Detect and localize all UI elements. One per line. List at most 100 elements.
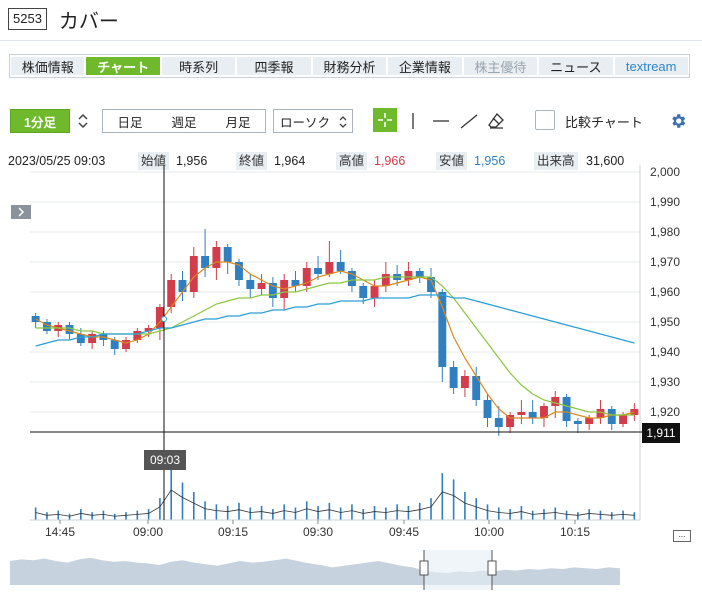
candle bbox=[144, 328, 153, 331]
tab-textream[interactable]: textream bbox=[614, 57, 688, 75]
candle bbox=[528, 412, 537, 418]
candle bbox=[235, 262, 243, 280]
tab-shareholder-benefits[interactable]: 株主優待 bbox=[463, 57, 538, 75]
volume-bar bbox=[238, 502, 240, 520]
crosshair-point bbox=[161, 316, 167, 322]
volume-bar bbox=[294, 507, 297, 520]
x-tick-label: 09:15 bbox=[218, 525, 248, 539]
candle bbox=[65, 325, 74, 334]
candle bbox=[607, 409, 616, 424]
volume-bar bbox=[407, 505, 410, 520]
tab-financial-analysis[interactable]: 財務分析 bbox=[312, 57, 387, 75]
candle bbox=[585, 418, 594, 424]
crosshair-price-label: 1,911 bbox=[646, 426, 675, 440]
tab-bar: 株価情報 チャート 時系列 四季報 財務分析 企業情報 株主優待 ニュース te… bbox=[9, 54, 690, 78]
trend-line-tool-icon[interactable] bbox=[458, 110, 480, 132]
tab-chart[interactable]: チャート bbox=[86, 57, 160, 75]
candle bbox=[291, 280, 300, 286]
candle bbox=[178, 280, 187, 292]
volume-bar bbox=[531, 510, 534, 520]
candle bbox=[257, 283, 266, 289]
tab-shikiho[interactable]: 四季報 bbox=[237, 57, 311, 75]
candle bbox=[359, 286, 368, 298]
candle bbox=[76, 334, 85, 343]
y-tick-label: 1,960 bbox=[650, 285, 680, 299]
compare-chart-checkbox[interactable] bbox=[535, 110, 555, 130]
volume-bar bbox=[441, 473, 444, 520]
candle bbox=[494, 418, 503, 427]
x-tick-label: 14:45 bbox=[45, 525, 75, 539]
volume-bar bbox=[452, 479, 455, 520]
chart-type-select[interactable]: ローソク bbox=[273, 109, 353, 133]
y-tick-label: 1,930 bbox=[650, 375, 680, 389]
interval-updown-icon[interactable] bbox=[76, 111, 90, 131]
candle bbox=[167, 280, 176, 307]
period-weekly-button[interactable]: 週足 bbox=[171, 115, 197, 130]
candle bbox=[370, 286, 379, 298]
volume-bar bbox=[486, 504, 489, 520]
candle bbox=[540, 406, 548, 418]
y-tick-label: 1,920 bbox=[650, 405, 680, 419]
volume-bar bbox=[204, 501, 206, 520]
volume-bar bbox=[475, 498, 478, 520]
expand-arrow-button[interactable] bbox=[11, 205, 31, 219]
x-tick-label: 09:00 bbox=[133, 525, 163, 539]
volume-bar bbox=[305, 501, 308, 520]
volume-bar bbox=[430, 498, 432, 520]
volume-bar bbox=[272, 509, 274, 520]
horizontal-line-tool-icon[interactable] bbox=[430, 110, 452, 132]
candle bbox=[562, 397, 571, 421]
volume-bar bbox=[215, 504, 218, 520]
ma-long-line bbox=[35, 294, 635, 347]
more-options-icon[interactable]: ... bbox=[673, 530, 691, 542]
header-divider bbox=[0, 40, 702, 41]
y-tick-label: 1,950 bbox=[650, 315, 680, 329]
crosshair-tool-icon[interactable] bbox=[373, 108, 397, 132]
navigator-window[interactable] bbox=[424, 550, 492, 590]
candle bbox=[325, 262, 334, 274]
period-daily-button[interactable]: 日足 bbox=[117, 115, 143, 130]
candle bbox=[517, 412, 526, 415]
stock-code: 5253 bbox=[8, 8, 47, 30]
candle bbox=[133, 331, 142, 340]
low-value: 1,956 bbox=[474, 154, 506, 168]
candle bbox=[268, 283, 277, 298]
vertical-line-tool-icon[interactable] bbox=[406, 110, 420, 132]
volume-bar bbox=[317, 505, 319, 520]
y-tick-label: 1,990 bbox=[650, 195, 680, 209]
y-tick-label: 1,980 bbox=[650, 225, 680, 239]
high-label: 高値 bbox=[336, 152, 368, 170]
volume-bar bbox=[351, 504, 353, 520]
close-label: 終値 bbox=[236, 152, 268, 170]
period-monthly-button[interactable]: 月足 bbox=[225, 115, 251, 130]
range-navigator[interactable] bbox=[0, 545, 702, 595]
interval-1min-button[interactable]: 1分足 bbox=[10, 109, 70, 133]
tab-time-series[interactable]: 時系列 bbox=[161, 57, 236, 75]
chart-grid bbox=[30, 165, 641, 520]
volume-bar bbox=[249, 507, 252, 520]
tab-news[interactable]: ニュース bbox=[539, 57, 613, 75]
volume-bar bbox=[599, 510, 602, 520]
volume-bar bbox=[102, 510, 105, 520]
navigator-left-handle[interactable] bbox=[419, 560, 429, 576]
volume-bar bbox=[554, 507, 557, 520]
price-chart[interactable]: 2,000 1,990 1,980 1,970 1,960 1,950 1,940 1,930… bbox=[0, 155, 702, 595]
settings-gear-icon[interactable] bbox=[667, 110, 689, 132]
chart-toolbar: 1分足 日足 週足 月足 ローソク 比較チャート bbox=[10, 108, 700, 134]
x-tick-label: 09:45 bbox=[389, 525, 419, 539]
x-axis-ticks: 14:45 09:00 09:15 09:30 09:45 10:00 10:15 bbox=[45, 520, 590, 539]
volume-bar bbox=[418, 502, 421, 520]
navigator-right-handle[interactable] bbox=[487, 560, 497, 576]
tab-stock-info[interactable]: 株価情報 bbox=[11, 57, 85, 75]
tab-company-info[interactable]: 企業情報 bbox=[388, 57, 462, 75]
candle bbox=[381, 274, 390, 286]
eraser-tool-icon[interactable] bbox=[485, 110, 507, 132]
candle bbox=[302, 268, 311, 286]
volume-bar bbox=[147, 509, 150, 520]
compare-chart-label: 比較チャート bbox=[565, 115, 643, 130]
volume-bar bbox=[80, 509, 82, 520]
crosshair-price-box bbox=[642, 423, 680, 443]
period-selector: 日足 週足 月足 bbox=[102, 109, 266, 133]
candle bbox=[314, 268, 323, 274]
ohlc-info-bar: 2023/05/25 09:03 始値 1,956 終値 1,964 高値 1,… bbox=[8, 152, 648, 170]
